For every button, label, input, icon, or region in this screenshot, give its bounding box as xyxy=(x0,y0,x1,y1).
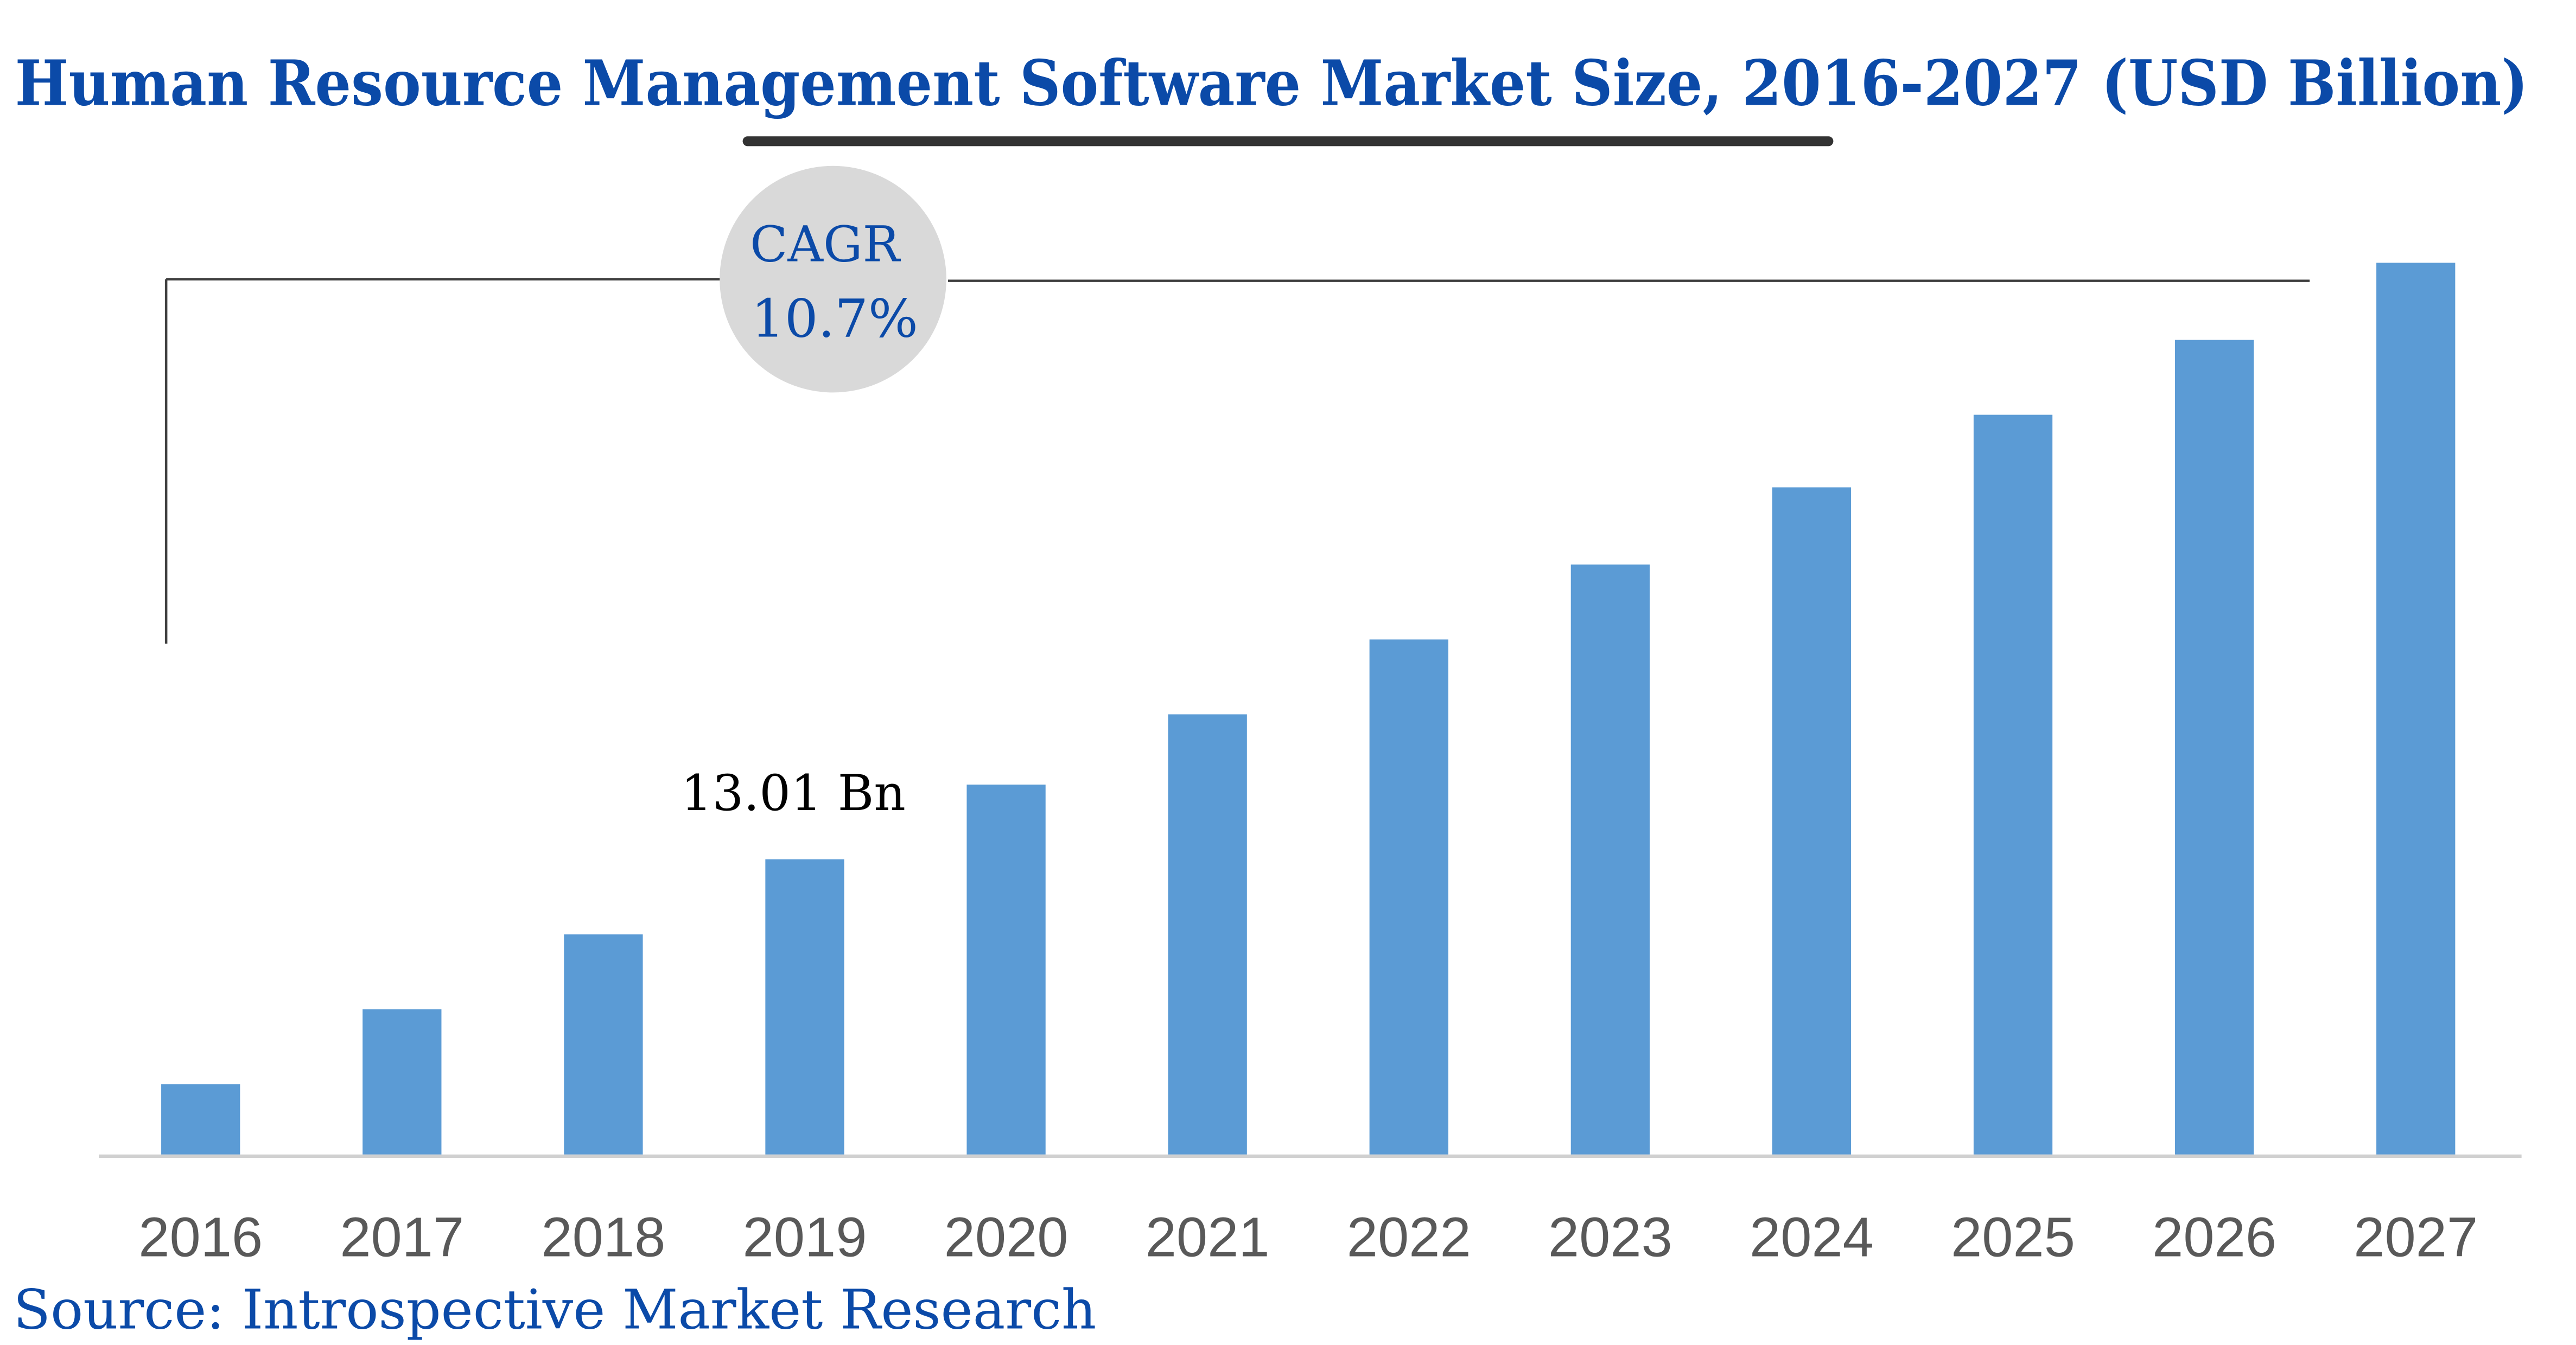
bar-2020 xyxy=(966,785,1046,1155)
bar-2016 xyxy=(161,1084,240,1155)
x-tick-label-2021: 2021 xyxy=(1146,1206,1270,1268)
x-tick-label-2023: 2023 xyxy=(1548,1206,1672,1268)
data-label-2019: 13.01 Bn xyxy=(681,765,906,822)
source-text: Source: Introspective Market Research xyxy=(14,1278,1097,1342)
bar-2021 xyxy=(1168,714,1247,1155)
bar-2024 xyxy=(1772,487,1852,1155)
cagr-value: 10.7% xyxy=(751,288,918,349)
x-tick-label-2022: 2022 xyxy=(1347,1206,1471,1268)
bar-2019 xyxy=(765,859,844,1155)
bar-2017 xyxy=(362,1009,442,1155)
x-tick-label-2016: 2016 xyxy=(138,1206,263,1268)
x-tick-label-2019: 2019 xyxy=(743,1206,867,1268)
chart-title: Human Resource Management Software Marke… xyxy=(15,47,2528,120)
bar-2026 xyxy=(2175,340,2254,1155)
bar-2025 xyxy=(1973,415,2053,1155)
cagr-badge: CAGR 10.7% xyxy=(720,165,946,393)
data-labels: 13.01 Bn xyxy=(681,765,906,822)
bar-2022 xyxy=(1369,639,1448,1155)
cagr-label: CAGR xyxy=(750,216,901,273)
x-tick-label-2025: 2025 xyxy=(1951,1206,2075,1268)
x-tick-label-2020: 2020 xyxy=(944,1206,1068,1268)
x-tick-label-2027: 2027 xyxy=(2354,1206,2478,1268)
cagr-bracket xyxy=(164,278,2310,644)
bar-2023 xyxy=(1570,564,1650,1155)
bars xyxy=(161,263,2456,1155)
x-tick-label-2024: 2024 xyxy=(1750,1206,1874,1268)
x-tick-labels: 2016 2017 2018 2019 2020 2021 2022 2023 2024 2025… xyxy=(138,1206,2478,1268)
bar-2027 xyxy=(2376,263,2456,1155)
x-tick-label-2026: 2026 xyxy=(2152,1206,2276,1268)
bar-2018 xyxy=(564,934,643,1155)
cagr-circle xyxy=(720,165,946,393)
x-tick-label-2018: 2018 xyxy=(541,1206,665,1268)
x-tick-label-2017: 2017 xyxy=(340,1206,464,1268)
